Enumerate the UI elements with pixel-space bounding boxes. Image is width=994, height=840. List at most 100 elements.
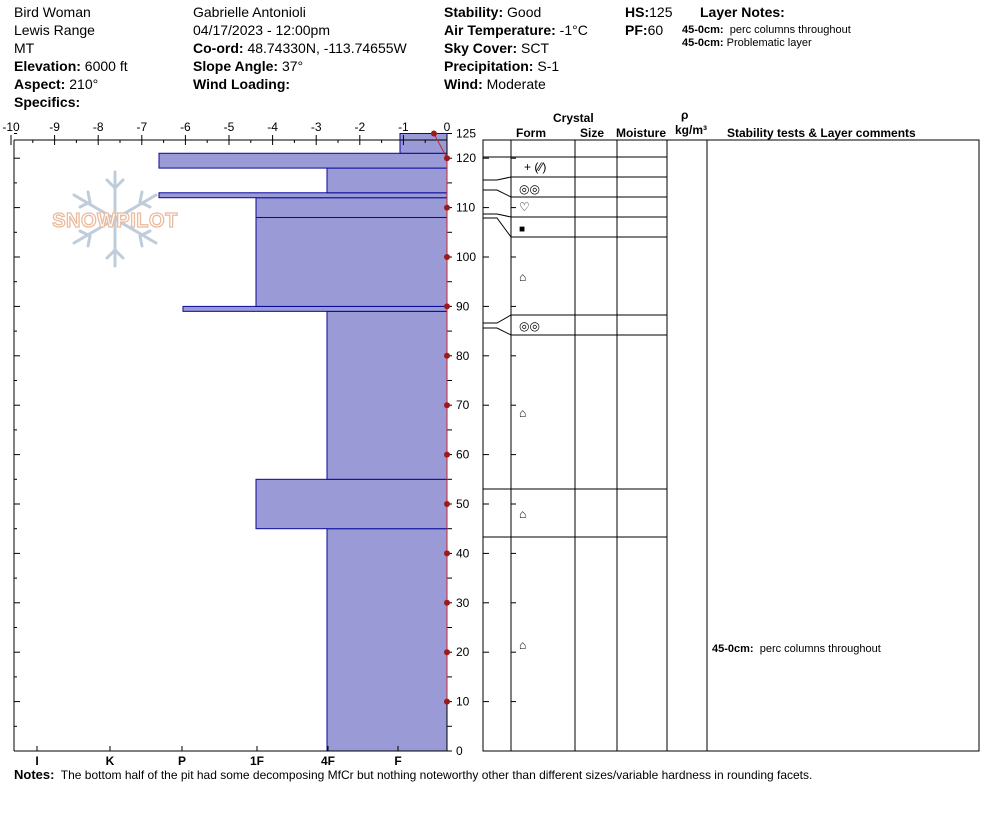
top-tick-label: -10 <box>2 120 20 134</box>
layer-comment: 45-0cm: perc columns throughout <box>712 643 881 655</box>
layer-boundary <box>483 327 667 336</box>
temperature-point <box>444 501 450 507</box>
crystal-form-symbol: + (⁄⁄) <box>524 160 546 174</box>
top-tick-label: -3 <box>311 120 322 134</box>
snowpilot-logo: SNOWPILOT <box>52 170 178 268</box>
sky-cover: Sky Cover: SCT <box>444 40 550 56</box>
state-name: MT <box>14 40 35 56</box>
aspect: Aspect: 210° <box>14 76 99 92</box>
layer-boundary <box>483 314 667 324</box>
hardness-bar <box>326 528 448 752</box>
top-tick-label: -5 <box>224 120 235 134</box>
depth-tick-label: 100 <box>456 250 476 264</box>
depth-tick-label: 80 <box>456 349 470 363</box>
bottom-tick-label: 1F <box>250 754 264 768</box>
temperature-point <box>444 303 450 310</box>
hardness-bar <box>182 305 448 312</box>
depth-tick-label: 120 <box>456 151 476 165</box>
hs: HS:125 <box>625 4 673 20</box>
elevation: Elevation: 6000 ft <box>14 58 128 74</box>
layer-note: 45-0cm: Problematic layer <box>682 37 812 49</box>
layer-boundary <box>483 213 667 218</box>
crystal-form-symbol: ⌂ <box>519 638 526 652</box>
temperature-point <box>444 352 450 359</box>
bottom-tick-label: I <box>35 754 38 768</box>
wind-loading: Wind Loading: <box>193 76 291 92</box>
temperature-point <box>444 550 450 557</box>
top-tick-label: -2 <box>354 120 365 134</box>
top-tick-label: 0 <box>444 120 451 134</box>
temperature-point <box>444 649 450 656</box>
location-info: Bird Woman Lewis Range MT Elevation: 600… <box>14 3 128 111</box>
hardness-bar <box>326 310 448 480</box>
range-name: Lewis Range <box>14 22 95 38</box>
observer-name: Gabrielle Antonioli <box>193 4 306 20</box>
crystal-form-symbol: ♡ <box>519 200 530 214</box>
observer-info: Gabrielle Antonioli 04/17/2023 - 12:00pm… <box>193 3 407 93</box>
air-temperature: Air Temperature: -1°C <box>444 22 588 38</box>
depth-tick-label: 90 <box>456 299 470 313</box>
notes-label: Notes: <box>14 767 55 782</box>
wind: Wind: Moderate <box>444 76 546 92</box>
precipitation: Precipitation: S-1 <box>444 58 560 74</box>
depth-tick-label: 20 <box>456 645 470 659</box>
bottom-tick-label: 4F <box>321 754 335 768</box>
crystal-form-symbol: ■ <box>519 224 525 235</box>
logo-text: SNOWPILOT <box>52 210 178 232</box>
depth-tick-label: 125 <box>456 127 476 141</box>
top-tick-label: -8 <box>93 120 104 134</box>
top-tick-label: -9 <box>49 120 60 134</box>
layer-notes-label: Layer Notes: <box>700 4 785 20</box>
temperature-point <box>444 204 450 211</box>
depth-tick-label: 10 <box>456 695 470 709</box>
notes: Notes: The bottom half of the pit had so… <box>14 766 812 784</box>
temperature-point <box>444 155 450 162</box>
hardness-bar <box>399 133 448 154</box>
crystal-form-symbol: ⌂ <box>519 270 526 284</box>
hs-pf-info: HS:125 PF:60 <box>625 3 672 39</box>
bottom-tick-label: K <box>106 754 115 768</box>
crystal-form-symbol: ◎◎ <box>519 319 540 333</box>
temperature-point <box>430 130 437 137</box>
coordinates: Co-ord: 48.74330N, -113.74655W <box>193 40 407 56</box>
temperature-point <box>444 599 450 606</box>
depth-tick-label: 0 <box>456 744 463 758</box>
top-tick-label: -4 <box>267 120 278 134</box>
crystal-form-symbol: ⌂ <box>519 406 526 420</box>
notes-text: The bottom half of the pit had some deco… <box>60 768 813 782</box>
layer-boundary <box>483 176 667 181</box>
hardness-bar <box>326 167 448 194</box>
bottom-tick-label: P <box>178 754 186 768</box>
specifics: Specifics: <box>14 94 81 110</box>
temperature-point <box>444 698 450 705</box>
depth-tick-label: 50 <box>456 497 470 511</box>
pf: PF:60 <box>625 22 664 38</box>
crystal-form-symbol: ⌂ <box>519 507 526 521</box>
datetime: 04/17/2023 - 12:00pm <box>193 22 330 38</box>
layer-notes-list: 45-0cm: perc columns throughout 45-0cm: … <box>682 24 851 50</box>
temperature-point <box>444 254 450 260</box>
temperature-point <box>444 402 450 409</box>
depth-tick-label: 110 <box>456 201 475 215</box>
depth-tick-label: 60 <box>456 448 470 462</box>
layer-table <box>482 139 980 752</box>
hardness-bar <box>158 152 448 169</box>
depth-tick-label: 30 <box>456 596 470 610</box>
top-tick-label: -7 <box>136 120 147 134</box>
temperature-point <box>444 451 450 458</box>
location-name: Bird Woman <box>14 4 91 20</box>
layer-notes: Layer Notes: <box>700 3 785 21</box>
hardness-bar <box>255 216 448 307</box>
depth-tick-label: 40 <box>456 546 470 560</box>
hardness-bar <box>255 197 448 218</box>
top-tick-label: -6 <box>180 120 191 134</box>
weather-info: Stability: Good Air Temperature: -1°C Sk… <box>444 3 588 93</box>
layer-note: 45-0cm: perc columns throughout <box>682 24 851 36</box>
bottom-tick-label: F <box>394 754 401 768</box>
depth-tick-label: 70 <box>456 398 470 412</box>
hardness-bar <box>158 192 448 199</box>
layer-boundary <box>483 189 667 198</box>
top-tick-label: -1 <box>398 120 409 134</box>
layer-boundary <box>483 217 667 238</box>
